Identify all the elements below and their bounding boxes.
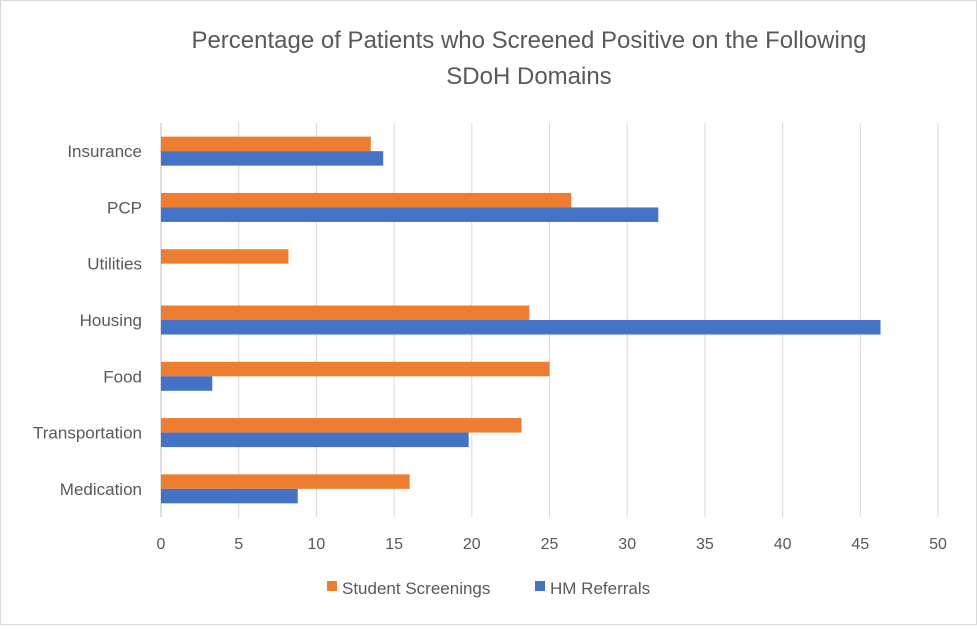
bar-student-screenings-insurance xyxy=(161,136,371,152)
bar-hm-referrals-pcp xyxy=(161,207,659,222)
chart-title-line-2: SDoH Domains xyxy=(446,63,611,90)
y-category-label: Medication xyxy=(60,480,142,499)
bar-hm-referrals-medication xyxy=(161,488,298,504)
y-category-label: PCP xyxy=(107,198,142,217)
bar-hm-referrals-insurance xyxy=(161,151,384,166)
bar-hm-referrals-food xyxy=(161,376,213,391)
y-category-label: Utilities xyxy=(87,255,142,274)
x-tick-label: 50 xyxy=(929,536,947,553)
y-category-label: Insurance xyxy=(67,142,142,161)
legend-label: HM Referrals xyxy=(550,579,650,598)
x-tick-label: 0 xyxy=(157,536,166,553)
x-tick-label: 40 xyxy=(774,536,792,553)
legend-swatch xyxy=(327,581,337,591)
x-tick-label: 25 xyxy=(541,536,559,553)
x-tick-label: 10 xyxy=(308,536,326,553)
bar-hm-referrals-transportation xyxy=(161,432,469,448)
chart-title-line-1: Percentage of Patients who Screened Posi… xyxy=(191,27,866,54)
y-category-label: Food xyxy=(103,367,142,386)
bar-hm-referrals-housing xyxy=(161,320,881,335)
x-tick-label: 15 xyxy=(385,536,403,553)
x-tick-label: 35 xyxy=(696,536,714,553)
x-tick-label: 45 xyxy=(851,536,869,553)
y-category-label: Housing xyxy=(80,311,142,330)
bar-student-screenings-transportation xyxy=(161,418,522,433)
x-tick-label: 20 xyxy=(463,536,481,553)
bar-student-screenings-housing xyxy=(161,305,530,320)
bar-student-screenings-food xyxy=(161,361,550,377)
legend-swatch xyxy=(535,581,545,591)
x-tick-label: 5 xyxy=(234,536,243,553)
y-category-label: Transportation xyxy=(33,424,142,443)
bar-student-screenings-pcp xyxy=(161,192,572,208)
bar-student-screenings-medication xyxy=(161,474,410,489)
legend-label: Student Screenings xyxy=(342,579,490,598)
x-tick-label: 30 xyxy=(618,536,636,553)
bar-student-screenings-utilities xyxy=(161,249,289,264)
